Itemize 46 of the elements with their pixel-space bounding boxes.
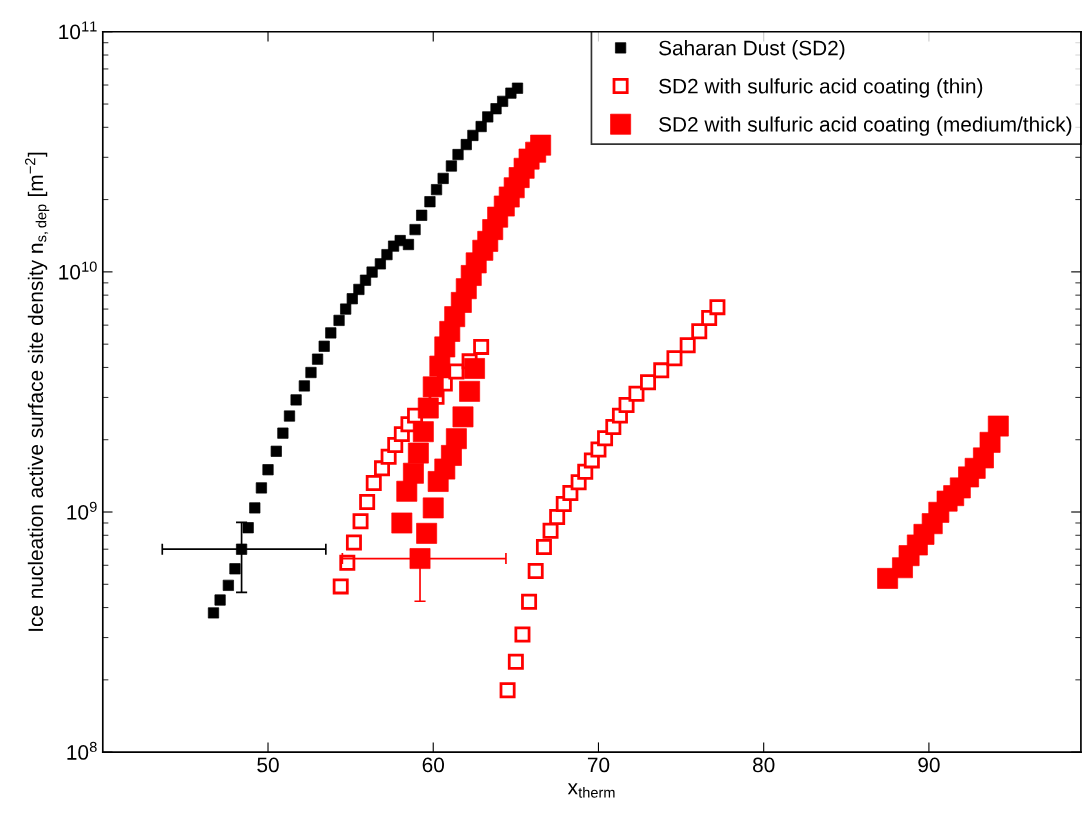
point [709, 299, 726, 316]
x-axis-title: x$_{therm}$ [567, 783, 615, 798]
point [640, 374, 657, 391]
point [464, 358, 485, 379]
point [422, 497, 444, 519]
point [542, 522, 559, 539]
point [332, 578, 349, 595]
x-tick-label: 90 [918, 757, 940, 773]
point [521, 593, 538, 610]
point [402, 238, 415, 251]
point [352, 513, 369, 530]
legend-label: SD2 with sulfuric acid coating (medium/thick) [659, 116, 1072, 136]
point [412, 421, 434, 443]
point [628, 385, 645, 402]
point [549, 509, 566, 526]
y-tick-label: 10$^{11}$ [59, 21, 97, 40]
legend-label: SD2 with sulfuric acid coating (thin) [659, 78, 983, 98]
y-tick-label: 10$^{8}$ [67, 741, 97, 760]
x-tick-label: 60 [422, 757, 445, 773]
y-axis-title: Ice nucleation active surface site density n$_{s,dep}$ [m$^{−2}$] [25, 152, 50, 631]
point [514, 626, 531, 643]
point [507, 653, 524, 670]
point [473, 338, 490, 355]
point [391, 512, 413, 534]
y-tick-label: 10$^{9}$ [67, 501, 97, 520]
point [407, 442, 429, 464]
x-tick-label: 50 [257, 757, 279, 773]
point [499, 682, 516, 699]
point [535, 539, 552, 555]
point [527, 563, 544, 579]
x-tick-label: 70 [587, 757, 610, 773]
point [365, 475, 382, 492]
legend-label: Saharan Dust (SD2) [659, 40, 845, 60]
point [691, 323, 708, 340]
point [459, 380, 481, 402]
point [345, 534, 362, 551]
point [679, 337, 696, 354]
y-tick-label: 10$^{10}$ [59, 261, 97, 280]
point [497, 95, 509, 107]
point [359, 494, 376, 511]
point [409, 548, 431, 569]
point [430, 184, 443, 196]
point [653, 362, 670, 379]
x-tick-label: 80 [753, 757, 775, 773]
point [666, 350, 683, 367]
point [422, 376, 444, 398]
